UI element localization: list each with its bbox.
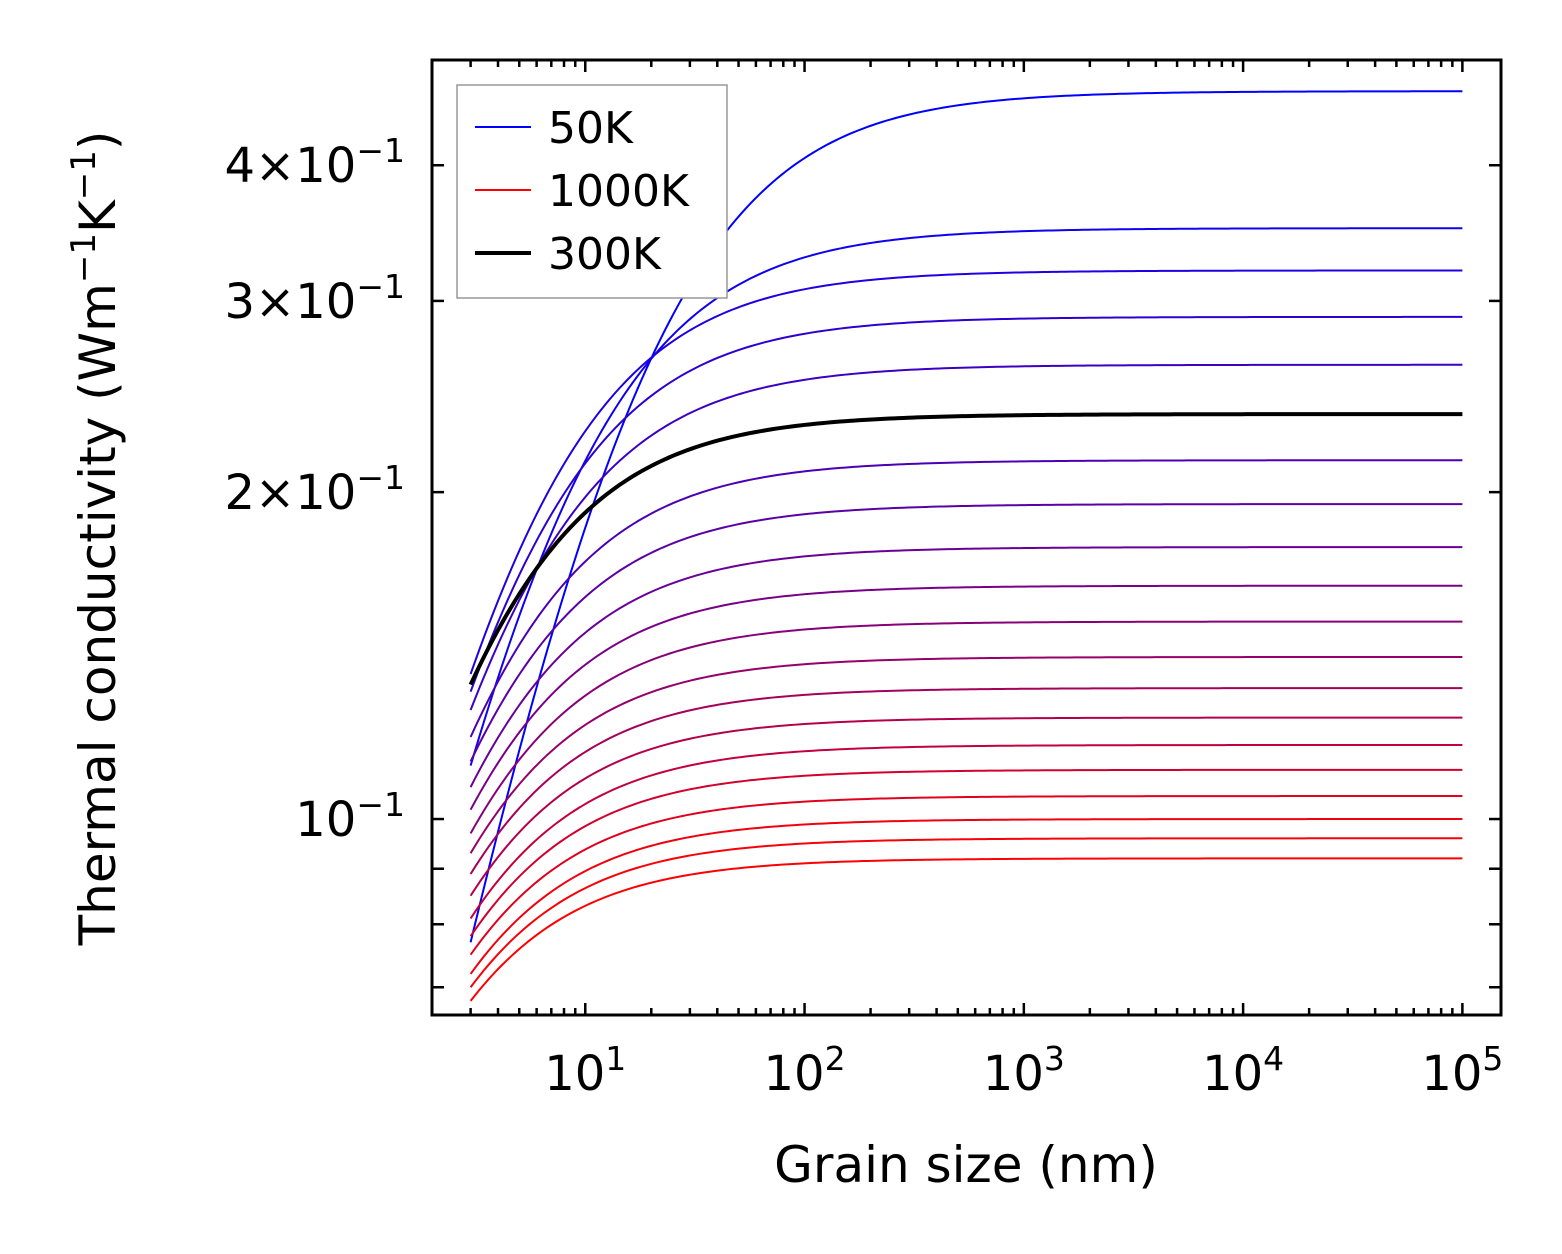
legend-label-50k: 50K bbox=[548, 103, 634, 154]
legend-entry-50k: 50K bbox=[475, 103, 634, 154]
x-tick-label: 102 bbox=[764, 1039, 846, 1102]
y-tick-label: 10−1 bbox=[295, 785, 405, 848]
series-line-1000k bbox=[469, 857, 1463, 1002]
series-line-950k bbox=[469, 837, 1463, 988]
series-line-450k bbox=[469, 546, 1463, 788]
plot-frame bbox=[430, 58, 1503, 1017]
legend-entry-1000k: 1000K bbox=[475, 166, 690, 217]
y-tick-label: 2×10−1 bbox=[225, 458, 406, 521]
series-line-650k bbox=[469, 687, 1463, 875]
series-line-800k bbox=[469, 768, 1463, 937]
series-line-150k bbox=[469, 269, 1463, 675]
x-axis-label: Grain size (nm) bbox=[774, 1136, 1158, 1194]
series-line-750k bbox=[469, 744, 1463, 919]
series-line-100k bbox=[469, 227, 1463, 766]
series-line-600k bbox=[469, 656, 1463, 854]
y-tick-label: 3×10−1 bbox=[225, 267, 406, 330]
series-line-200k bbox=[469, 315, 1463, 693]
series-line-900k bbox=[469, 818, 1463, 975]
series-line-500k bbox=[469, 584, 1463, 811]
series-line-550k bbox=[469, 620, 1463, 834]
y-axis-label: Thermal conductivity (Wm−1K−1) bbox=[64, 131, 127, 947]
legend-label-1000k: 1000K bbox=[548, 166, 690, 217]
series-line-350k bbox=[469, 459, 1463, 738]
legend-label-300k: 300K bbox=[548, 229, 662, 280]
series-line-400k bbox=[469, 503, 1463, 762]
y-tick-label: 4×10−1 bbox=[225, 131, 406, 194]
series-line-850k bbox=[469, 795, 1463, 956]
series-line-700k bbox=[469, 716, 1463, 897]
tick-labels: 101 102 103 104 105 10−1 2×10−1 3×10−1 4×10−1 bbox=[225, 131, 1504, 1102]
series-line-50k bbox=[469, 90, 1463, 943]
legend-frame bbox=[456, 84, 728, 299]
plot-lines bbox=[468, 90, 1463, 1002]
x-tick-label: 105 bbox=[1421, 1039, 1503, 1102]
legend: 50K 1000K 300K bbox=[456, 84, 728, 299]
series-line-300k bbox=[468, 412, 1463, 686]
x-tick-label: 103 bbox=[983, 1039, 1065, 1102]
legend-entry-300k: 300K bbox=[475, 229, 662, 280]
x-tick-label: 104 bbox=[1202, 1039, 1284, 1102]
x-tick-label: 101 bbox=[544, 1039, 626, 1102]
axis-ticks bbox=[430, 60, 1501, 1015]
series-line-250k bbox=[469, 363, 1463, 711]
